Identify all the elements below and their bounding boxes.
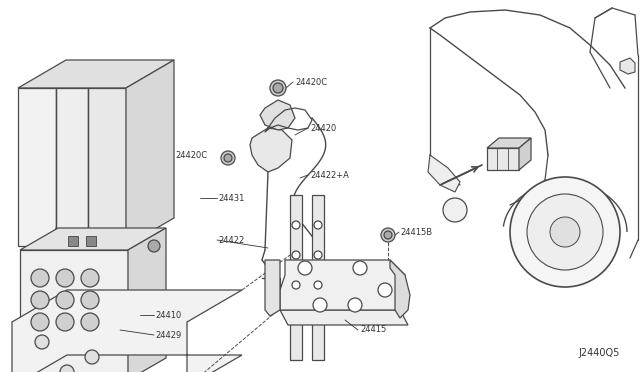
Circle shape <box>527 194 603 270</box>
Polygon shape <box>126 60 174 246</box>
Polygon shape <box>18 88 56 246</box>
Text: 24420C: 24420C <box>295 77 327 87</box>
Polygon shape <box>428 155 460 192</box>
Circle shape <box>292 251 300 259</box>
Circle shape <box>81 291 99 309</box>
Text: 24415B: 24415B <box>400 228 432 237</box>
Circle shape <box>60 365 74 372</box>
Circle shape <box>292 221 300 229</box>
Circle shape <box>378 283 392 297</box>
Text: 24422: 24422 <box>218 235 244 244</box>
Polygon shape <box>20 228 166 250</box>
Circle shape <box>224 154 232 162</box>
Polygon shape <box>68 236 78 246</box>
Circle shape <box>56 291 74 309</box>
Polygon shape <box>18 60 174 88</box>
Polygon shape <box>620 58 635 74</box>
Circle shape <box>56 269 74 287</box>
Circle shape <box>314 251 322 259</box>
Text: 24429: 24429 <box>155 330 181 340</box>
Circle shape <box>384 231 392 239</box>
Polygon shape <box>487 138 531 148</box>
Circle shape <box>381 228 395 242</box>
Circle shape <box>31 313 49 331</box>
Circle shape <box>81 269 99 287</box>
Polygon shape <box>56 88 88 246</box>
Polygon shape <box>312 195 324 360</box>
Ellipse shape <box>317 270 372 300</box>
Circle shape <box>298 261 312 275</box>
Circle shape <box>221 151 235 165</box>
Circle shape <box>56 313 74 331</box>
Circle shape <box>270 80 286 96</box>
Circle shape <box>273 83 283 93</box>
Circle shape <box>348 298 362 312</box>
Text: J2440Q5: J2440Q5 <box>579 348 620 358</box>
Circle shape <box>35 335 49 349</box>
Circle shape <box>353 261 367 275</box>
Circle shape <box>85 350 99 364</box>
Polygon shape <box>20 250 128 372</box>
Text: 24415: 24415 <box>360 326 387 334</box>
Polygon shape <box>260 100 295 130</box>
Circle shape <box>292 281 300 289</box>
Circle shape <box>314 281 322 289</box>
Circle shape <box>443 198 467 222</box>
Polygon shape <box>88 88 126 246</box>
Circle shape <box>550 217 580 247</box>
Polygon shape <box>250 128 292 172</box>
Polygon shape <box>519 138 531 170</box>
Polygon shape <box>86 236 96 246</box>
Circle shape <box>314 221 322 229</box>
Circle shape <box>510 177 620 287</box>
Polygon shape <box>280 260 405 310</box>
Circle shape <box>313 298 327 312</box>
Polygon shape <box>487 148 519 170</box>
Text: 24422+A: 24422+A <box>310 170 349 180</box>
Text: 24431: 24431 <box>218 193 244 202</box>
Polygon shape <box>280 310 408 325</box>
Polygon shape <box>265 260 280 316</box>
Polygon shape <box>128 228 166 372</box>
Circle shape <box>31 269 49 287</box>
Circle shape <box>81 313 99 331</box>
Text: 24420C: 24420C <box>175 151 207 160</box>
Polygon shape <box>390 260 410 318</box>
Polygon shape <box>290 195 302 360</box>
Polygon shape <box>12 290 242 372</box>
Circle shape <box>31 291 49 309</box>
Text: 24420: 24420 <box>310 124 336 132</box>
Circle shape <box>148 240 160 252</box>
Text: 24410: 24410 <box>155 311 181 320</box>
